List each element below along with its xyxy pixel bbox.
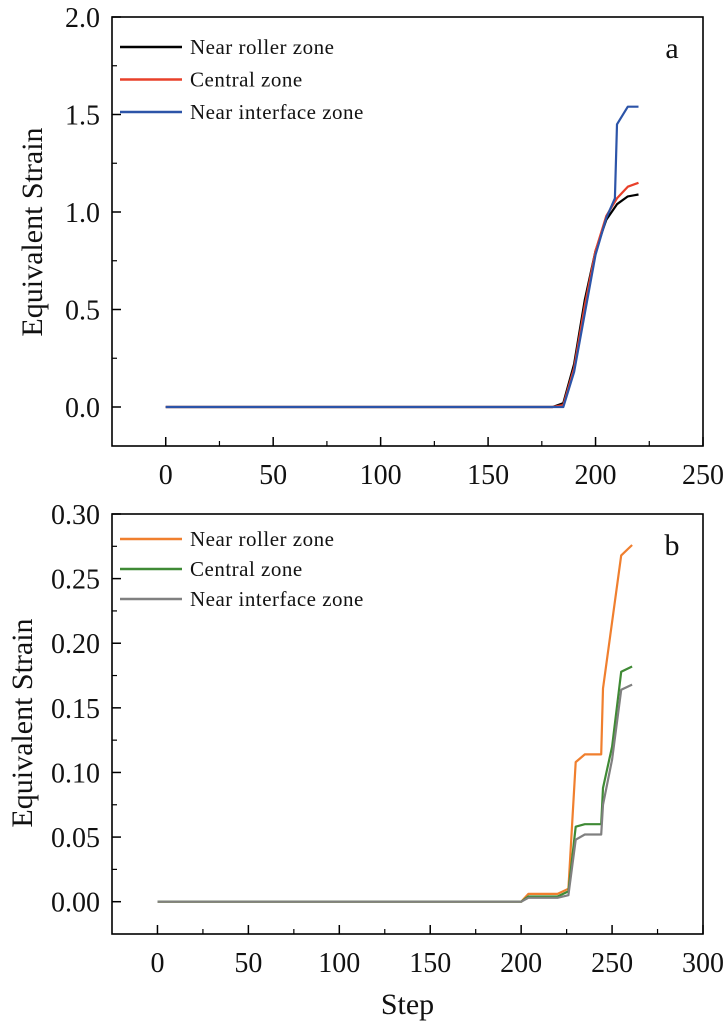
legend-label: Central zone [190, 68, 303, 92]
series-line-2 [157, 665, 633, 903]
x-tick-label: 100 [318, 948, 360, 979]
series-line-1 [165, 193, 639, 409]
y-tick-label: 0.10 [51, 758, 100, 789]
x-tick-label: 200 [500, 948, 542, 979]
legend-label: Near roller zone [190, 35, 334, 59]
legend: Near roller zone Central zone Near interfa… [120, 35, 364, 124]
legend-label: Near interface zone [190, 587, 364, 611]
legend-label: Near roller zone [190, 527, 334, 551]
chart-panel-b: 0 50 100 150 200 250 300 0.00 0.05 0.10 0.15 0.20 0.… [6, 500, 723, 1021]
x-tick-label: 150 [409, 948, 451, 979]
panel-letter: a [665, 32, 678, 65]
x-tick-label: 0 [150, 948, 164, 979]
chart-panel-a: 0 50 100 150 200 250 0.0 0.5 1.0 1.5 2.0 Equivalent… [16, 3, 723, 491]
x-tick-label: 50 [234, 948, 262, 979]
x-tick-label: 0 [159, 460, 173, 491]
y-tick-label: 1.5 [65, 101, 100, 132]
panel-letter: b [665, 529, 680, 562]
y-tick-label: 0.0 [65, 393, 100, 424]
series-line-2 [165, 181, 639, 409]
x-tick-label: 100 [360, 460, 402, 491]
legend-label: Central zone [190, 557, 303, 581]
y-tick-label: 2.0 [65, 3, 100, 34]
x-tick-label: 250 [591, 948, 633, 979]
x-axis-title: Step [381, 988, 434, 1021]
x-tick-label: 250 [682, 460, 723, 491]
y-tick-label: 0.15 [51, 694, 100, 725]
x-tick-label: 150 [467, 460, 509, 491]
x-tick-label: 200 [575, 460, 617, 491]
y-tick-label: 0.20 [51, 629, 100, 660]
y-axis-title: Equivalent Strain [6, 618, 39, 827]
y-tick-label: 0.5 [65, 296, 100, 327]
y-tick-label: 0.30 [51, 500, 100, 531]
legend: Near roller zone Central zone Near interfa… [120, 527, 364, 611]
series-line-3 [165, 105, 639, 409]
plot-frame [111, 16, 704, 447]
plot-frame [111, 513, 704, 935]
series-line-1 [157, 544, 633, 903]
y-axis-title: Equivalent Strain [16, 127, 49, 336]
y-tick-label: 0.25 [51, 565, 100, 596]
y-tick-label: 0.05 [51, 823, 100, 854]
series-line-3 [157, 683, 633, 903]
legend-label: Near interface zone [190, 100, 364, 124]
x-tick-label: 50 [259, 460, 287, 491]
y-tick-label: 0.00 [51, 888, 100, 919]
x-tick-label: 300 [682, 948, 723, 979]
y-tick-label: 1.0 [65, 198, 100, 229]
